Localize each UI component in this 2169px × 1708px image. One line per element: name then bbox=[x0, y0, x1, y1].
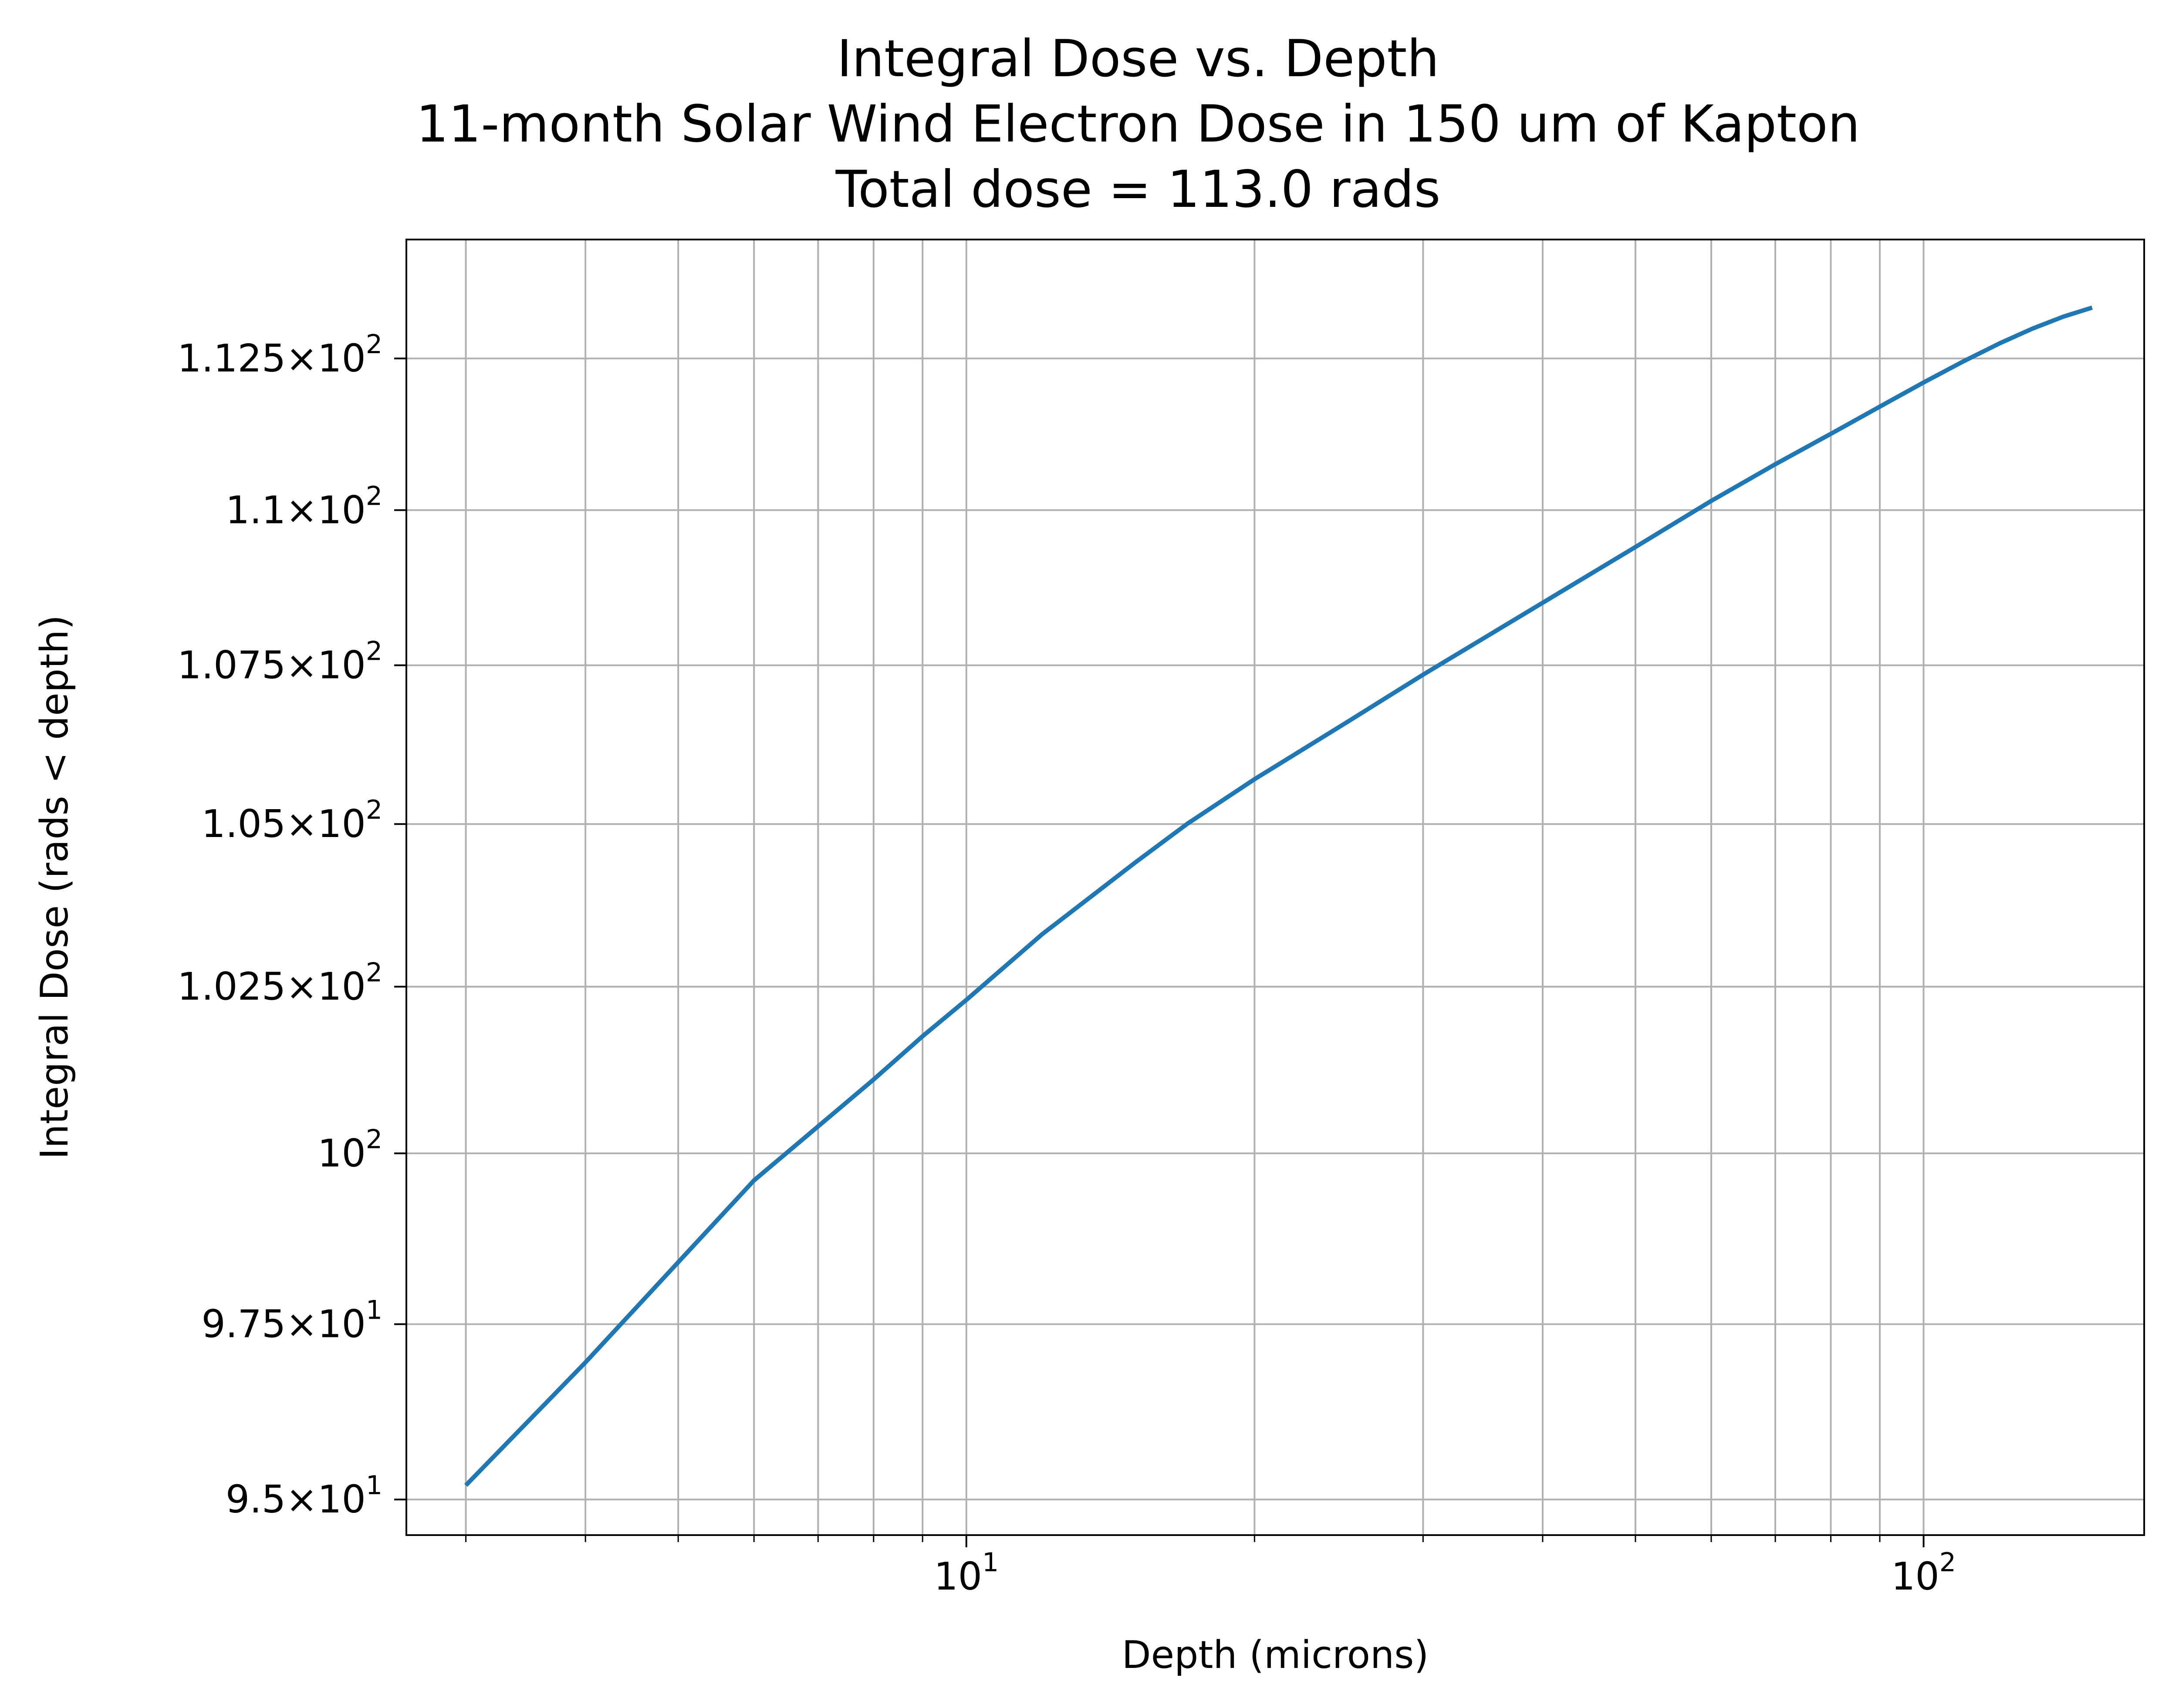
y-tick-label-mantissa: 9.75× bbox=[201, 1302, 318, 1347]
y-tick-label-mantissa: 1.1× bbox=[226, 488, 318, 532]
y-tick-label-exponent: 1 bbox=[366, 1470, 382, 1501]
y-tick-label-mantissa: 1.075× bbox=[177, 643, 318, 688]
x-axis-label: Depth (microns) bbox=[1122, 1633, 1429, 1677]
x-tick-label: 101 bbox=[934, 1547, 999, 1599]
y-tick-label-base: 10 bbox=[318, 802, 366, 846]
y-ticks: 9.5×1019.75×1011021.025×1021.05×1021.075… bbox=[177, 329, 406, 1522]
y-tick-label-base: 10 bbox=[318, 1131, 366, 1175]
x-tick-label-exponent: 2 bbox=[1939, 1547, 1956, 1578]
y-tick-label-base: 10 bbox=[318, 1302, 366, 1347]
x-tick-label-exponent: 1 bbox=[982, 1547, 999, 1578]
y-tick-label: 1.1×102 bbox=[226, 481, 382, 532]
chart-title-line-1: Integral Dose vs. Depth bbox=[837, 29, 1439, 88]
y-tick-label-exponent: 2 bbox=[366, 795, 382, 825]
x-tick-label-base: 10 bbox=[1891, 1554, 1939, 1599]
y-tick-label-mantissa: 9.5× bbox=[226, 1477, 318, 1522]
chart-title-line-2: 11-month Solar Wind Electron Dose in 150… bbox=[416, 94, 1860, 154]
x-tick-label-base: 10 bbox=[934, 1554, 982, 1599]
y-tick-label: 1.05×102 bbox=[201, 795, 382, 846]
y-tick-label: 1.075×102 bbox=[177, 636, 382, 688]
series-line bbox=[464, 305, 2093, 1487]
y-tick-label-exponent: 2 bbox=[366, 1124, 382, 1154]
grid-lines bbox=[406, 240, 2144, 1535]
y-tick-label-exponent: 2 bbox=[366, 329, 382, 360]
y-tick-label-mantissa: 1.025× bbox=[177, 965, 318, 1009]
data-series bbox=[464, 305, 2093, 1487]
plot-area-frame bbox=[405, 239, 2145, 1536]
y-tick-label-base: 10 bbox=[318, 488, 366, 532]
y-tick-label-base: 10 bbox=[318, 336, 366, 381]
y-tick-label-mantissa: 1.125× bbox=[177, 336, 318, 381]
y-tick-label-exponent: 1 bbox=[366, 1295, 382, 1326]
y-tick-label-exponent: 2 bbox=[366, 958, 382, 988]
y-tick-label-exponent: 2 bbox=[366, 636, 382, 667]
y-tick-label-base: 10 bbox=[318, 643, 366, 688]
y-tick-label-base: 10 bbox=[318, 965, 366, 1009]
chart-title-line-3: Total dose = 113.0 rads bbox=[835, 159, 1441, 219]
y-axis-label: Integral Dose (rads < depth) bbox=[32, 615, 77, 1159]
x-tick-label: 102 bbox=[1891, 1547, 1956, 1599]
y-tick-label: 1.025×102 bbox=[177, 958, 382, 1009]
y-tick-label-exponent: 2 bbox=[366, 481, 382, 511]
y-tick-label-mantissa: 1.05× bbox=[201, 802, 318, 846]
y-tick-label-base: 10 bbox=[318, 1477, 366, 1522]
x-ticks: 101 102 bbox=[465, 1535, 1956, 1599]
y-tick-label: 1.125×102 bbox=[177, 329, 382, 381]
y-tick-label: 102 bbox=[318, 1124, 382, 1175]
y-tick-label: 9.5×101 bbox=[226, 1470, 382, 1522]
y-tick-label: 9.75×101 bbox=[201, 1295, 382, 1347]
